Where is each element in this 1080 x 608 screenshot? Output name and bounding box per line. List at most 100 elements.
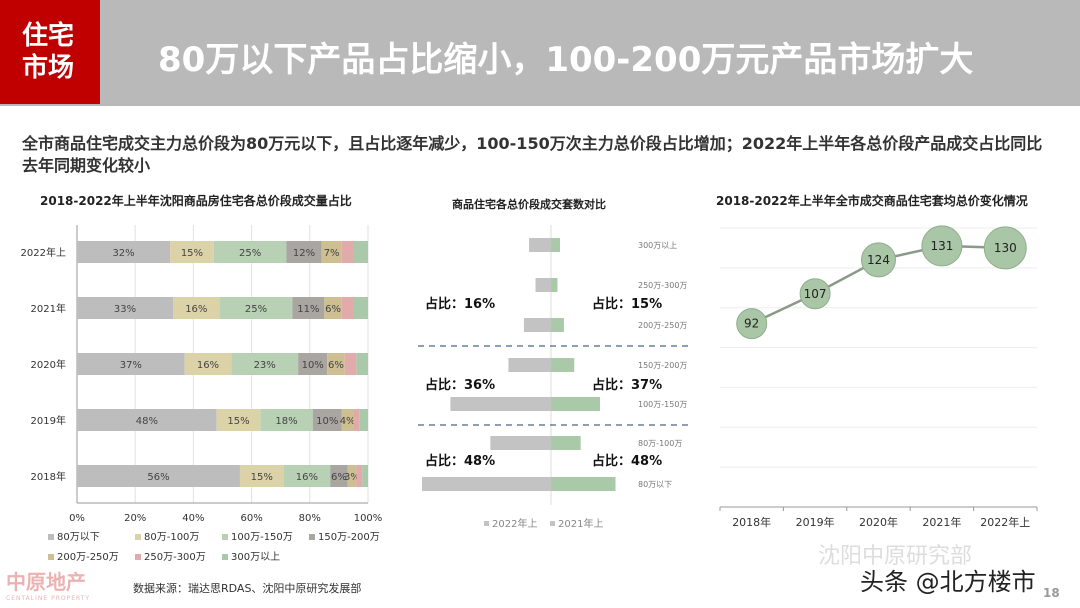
legend-swatch [48,554,54,560]
tag-line-1: 住宅 [22,21,75,51]
legend-label: 80万-100万 [144,532,199,543]
legend-label: 100万-150万 [231,532,293,543]
x-tick-label: 40% [182,513,204,524]
bar-segment [216,409,261,431]
legend-swatch [135,554,141,560]
legend-label: 150万-200万 [318,532,380,543]
bar-2021 [551,318,564,332]
data-label: 6% [325,304,341,315]
data-label: 92 [744,317,759,331]
x-tick-label: 20% [124,513,146,524]
centaline-logo: 中原地产 CENTALINE PROPERTY [6,570,91,602]
x-tick-label: 2018年 [732,515,771,529]
bar-segment [219,297,293,319]
category-label: 100万-150万 [638,400,687,409]
chart2-title: 商品住宅各总价段成交套数对比 [452,198,606,211]
bar-segment [341,297,354,319]
bar-segment [283,465,331,487]
bar-2021 [551,358,575,372]
bar-segment [330,465,348,487]
bar-segment [353,297,368,319]
bar-segment [184,353,232,375]
bar-segment [170,241,214,263]
x-tick-label: 2020年 [859,515,898,529]
bar-segment [260,409,313,431]
legend-label: 300万以上 [231,551,280,563]
tag-line-2: 市场 [22,53,75,83]
data-label: 11% [297,304,319,315]
watermark-wechat: 沈阳中原研究部 [818,544,973,569]
subtitle: 全市商品住宅成交主力总价段为80万元以下，且占比逐年减少，100-150万次主力… [22,134,1043,175]
data-label: 15% [181,248,203,259]
data-label: 18% [275,416,297,427]
bar-2022 [508,358,551,372]
legend-swatch [484,521,489,526]
data-point [983,226,1027,270]
chart1-title: 2018-2022年上半年沈阳商品房住宅各总价段成交量占比 [40,194,352,208]
bar-2022 [529,238,551,252]
category-label: 2020年 [31,358,66,371]
bar-2021 [551,477,616,491]
data-label: 48% [136,416,158,427]
x-tick-label: 2019年 [796,515,835,529]
bar-segment [347,465,357,487]
bar-2021 [551,436,581,450]
data-label: 25% [239,248,261,259]
data-point [799,278,831,310]
legend-label: 250万-300万 [144,552,206,563]
data-label: 16% [296,472,318,483]
share-right: 占比：37% [592,377,662,393]
data-label: 3% [344,472,360,483]
data-point [736,308,768,340]
share-left: 占比：36% [425,377,495,393]
legend-swatch [222,534,228,540]
data-label: 12% [293,248,315,259]
data-label: 131 [930,239,953,253]
bar-2022 [523,318,551,332]
legend-label: 2021年上 [558,517,603,530]
bar-segment [356,465,363,487]
page-title: 80万以下产品占比缩小，100-200万元产品市场扩大 [158,40,974,80]
data-label: 130 [994,241,1017,255]
bar-segment [353,241,368,263]
data-label: 15% [251,472,273,483]
bar-segment [77,241,171,263]
bar-segment [321,241,342,263]
legend-swatch [550,521,555,526]
bar-segment [327,353,345,375]
legend-swatch [309,534,315,540]
bar-segment [356,353,368,375]
header-bar [0,0,1080,106]
data-label: 4% [340,416,356,427]
bar-2022 [450,397,551,411]
bar-segment [213,241,287,263]
legend-label: 2022年上 [492,517,537,530]
bar-segment [341,241,354,263]
category-label: 2018年 [31,470,66,483]
x-tick-label: 0% [69,513,85,524]
category-label: 2022年上 [21,246,66,259]
data-source: 数据来源：瑞达思RDAS、沈阳中原研究发展部 [133,582,362,595]
category-label: 2019年 [31,414,66,427]
bar-segment [77,353,185,375]
bar-segment [324,297,342,319]
data-label: 10% [302,360,324,371]
bar-2021 [551,238,561,252]
data-label: 16% [197,360,219,371]
bar-segment [286,241,322,263]
bar-segment [344,353,357,375]
data-label: 56% [147,472,169,483]
legend-label: 80万以下 [57,532,100,543]
data-label: 7% [324,248,340,259]
x-tick-label: 60% [240,513,262,524]
x-tick-label: 2022年上 [980,515,1030,529]
bar-segment [362,465,368,487]
bar-segment [359,409,368,431]
bar-2022 [535,278,551,292]
bar-segment [341,409,354,431]
bar-segment [239,465,284,487]
share-left: 占比：48% [425,453,495,469]
data-label: 37% [120,360,142,371]
category-label: 80万以下 [638,480,672,489]
